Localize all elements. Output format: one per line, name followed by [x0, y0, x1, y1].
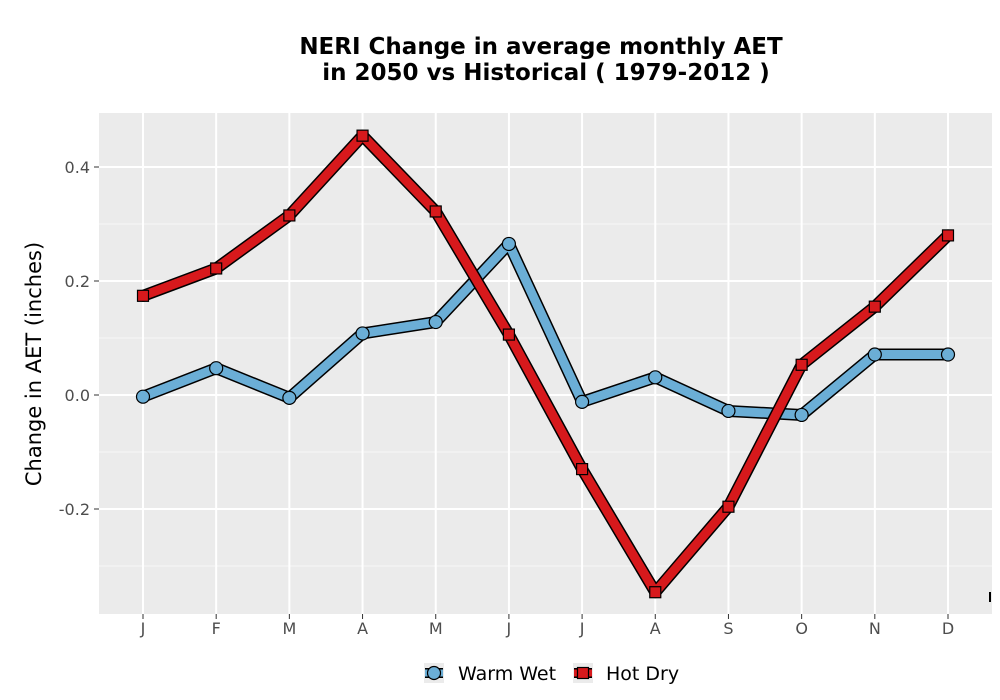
hot-dry-point — [429, 205, 442, 218]
x-tick-label: M — [282, 619, 296, 638]
hot-dry-point — [136, 289, 150, 302]
x-tick-label: J — [140, 619, 146, 638]
warm-wet-point — [867, 347, 882, 362]
legend-label: Warm Wet — [458, 663, 556, 685]
x-tick-label: S — [723, 619, 733, 638]
y-tick-label: -0.2 — [59, 500, 90, 519]
hot-dry-point — [649, 586, 662, 599]
hot-dry-point — [795, 358, 808, 371]
x-tick-label: J — [506, 619, 512, 638]
x-tick-label: N — [869, 619, 881, 638]
hot-dry-point — [210, 262, 223, 275]
x-tick-label: J — [579, 619, 585, 638]
x-tick-label: O — [795, 619, 808, 638]
chart-title-line-1: NERI Change in average monthly AET — [299, 34, 783, 60]
x-tick-label: A — [650, 619, 661, 638]
hot-dry-point — [283, 209, 296, 222]
hot-dry-point — [722, 500, 735, 513]
y-tick-label: 0.4 — [65, 158, 90, 177]
x-tick-label: D — [942, 619, 954, 638]
hot-dry-point — [868, 300, 881, 313]
y-axis-title: Change in AET (inches) — [22, 242, 46, 486]
x-tick-label: A — [357, 619, 368, 638]
warm-wet-point — [574, 394, 590, 409]
x-tick-label: F — [212, 619, 221, 638]
y-axis: -0.2 0.0 0.2 0.4 — [59, 158, 99, 519]
warm-wet-point — [501, 236, 517, 252]
plot-panel — [99, 113, 992, 614]
hot-dry-point — [502, 328, 516, 341]
warm-wet-point — [648, 370, 663, 385]
hot-dry-point — [575, 463, 589, 476]
warm-wet-point — [282, 390, 297, 405]
series-line-0 — [138, 239, 953, 420]
x-tick-label: M — [429, 619, 443, 638]
hot-dry-point — [941, 229, 955, 242]
legend-circle-marker — [426, 665, 442, 681]
series-layer — [135, 129, 991, 602]
chart-title-line-2: in 2050 vs Historical ( 1979-2012 ) — [322, 60, 769, 86]
legend-square-marker — [576, 666, 590, 680]
hot-dry-point — [356, 129, 369, 142]
warm-wet-point — [721, 403, 736, 419]
legend-label: Hot Dry — [606, 663, 679, 685]
warm-wet-point — [209, 361, 224, 376]
warm-wet-point — [794, 407, 809, 423]
legend: Warm Wet Hot Dry — [424, 663, 679, 685]
warm-wet-point — [135, 389, 151, 404]
y-tick-label: 0.2 — [65, 272, 90, 291]
warm-wet-point — [355, 326, 370, 341]
series-line-1 — [138, 131, 953, 597]
warm-wet-point — [428, 314, 443, 330]
warm-wet-point — [940, 347, 956, 362]
y-tick-label: 0.0 — [65, 386, 90, 405]
